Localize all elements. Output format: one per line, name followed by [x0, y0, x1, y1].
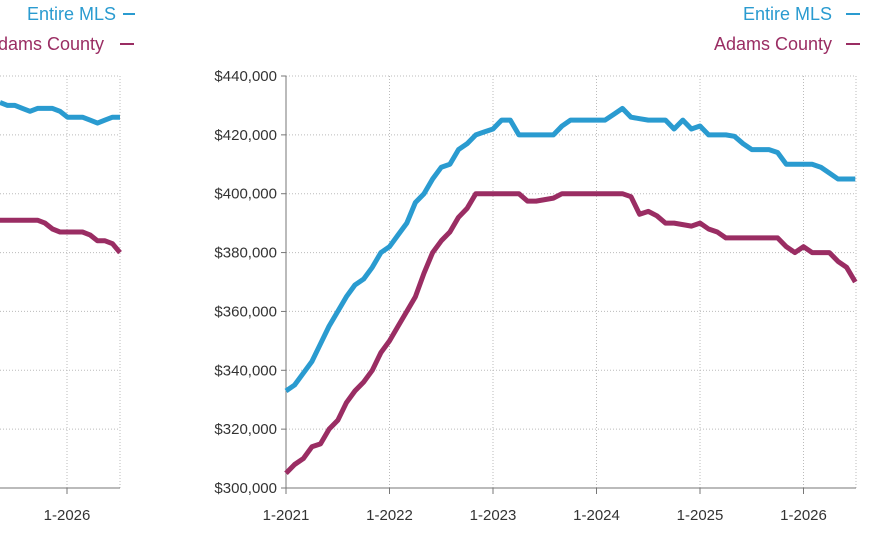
- main-y-tick-label: $440,000: [214, 68, 277, 85]
- left-legend: Entire MLS Adams County: [0, 4, 135, 54]
- main-y-tick-label: $380,000: [214, 245, 277, 262]
- main-x-tick-label: 1-2022: [366, 507, 413, 524]
- main-y-tick-label: $340,000: [214, 362, 277, 379]
- main-y-axis: $300,000 $320,000 $340,000 $360,000 $380,000…: [214, 68, 287, 497]
- left-x-tick-label: 1-2026: [44, 507, 91, 524]
- left-grid: [0, 75, 121, 488]
- main-x-tick-label: 1-2021: [263, 507, 310, 524]
- main-x-tick-label: 1-2023: [470, 507, 517, 524]
- main-series-adams-county-line: [284, 191, 858, 476]
- main-series-lines: [284, 105, 858, 476]
- main-legend: Entire MLS Adams County: [714, 4, 860, 54]
- main-y-tick-label: $400,000: [214, 186, 277, 203]
- left-x-axis: 1-2026: [0, 487, 120, 524]
- main-y-tick-label: $360,000: [214, 303, 277, 320]
- main-x-tick-label: 1-2026: [780, 507, 827, 524]
- main-y-tick-label: $320,000: [214, 421, 277, 438]
- main-series-entire-mls-line: [284, 105, 856, 393]
- left-legend-entire-mls: Entire MLS: [27, 4, 116, 24]
- main-legend-entire-mls: Entire MLS: [743, 4, 832, 24]
- main-chart-panel: $300,000 $320,000 $340,000 $360,000 $380,000…: [214, 4, 860, 524]
- main-grid: [286, 75, 857, 488]
- left-series-entire-mls-line: [0, 100, 120, 126]
- left-chart-panel: 1-2026 Entire MLS Adams County: [0, 4, 135, 524]
- left-series-lines: [0, 100, 122, 255]
- main-x-tick-label: 1-2025: [677, 507, 724, 524]
- main-y-tick-label: $420,000: [214, 127, 277, 144]
- main-x-tick-label: 1-2024: [573, 507, 620, 524]
- main-y-tick-label: $300,000: [214, 480, 277, 497]
- main-x-axis: 1-2021 1-2022 1-2023 1-2024 1-2025 1-2026: [263, 487, 856, 524]
- left-series-adams-county-line: [0, 217, 122, 255]
- left-legend-adams-county: Adams County: [0, 34, 104, 54]
- main-legend-adams-county: Adams County: [714, 34, 832, 54]
